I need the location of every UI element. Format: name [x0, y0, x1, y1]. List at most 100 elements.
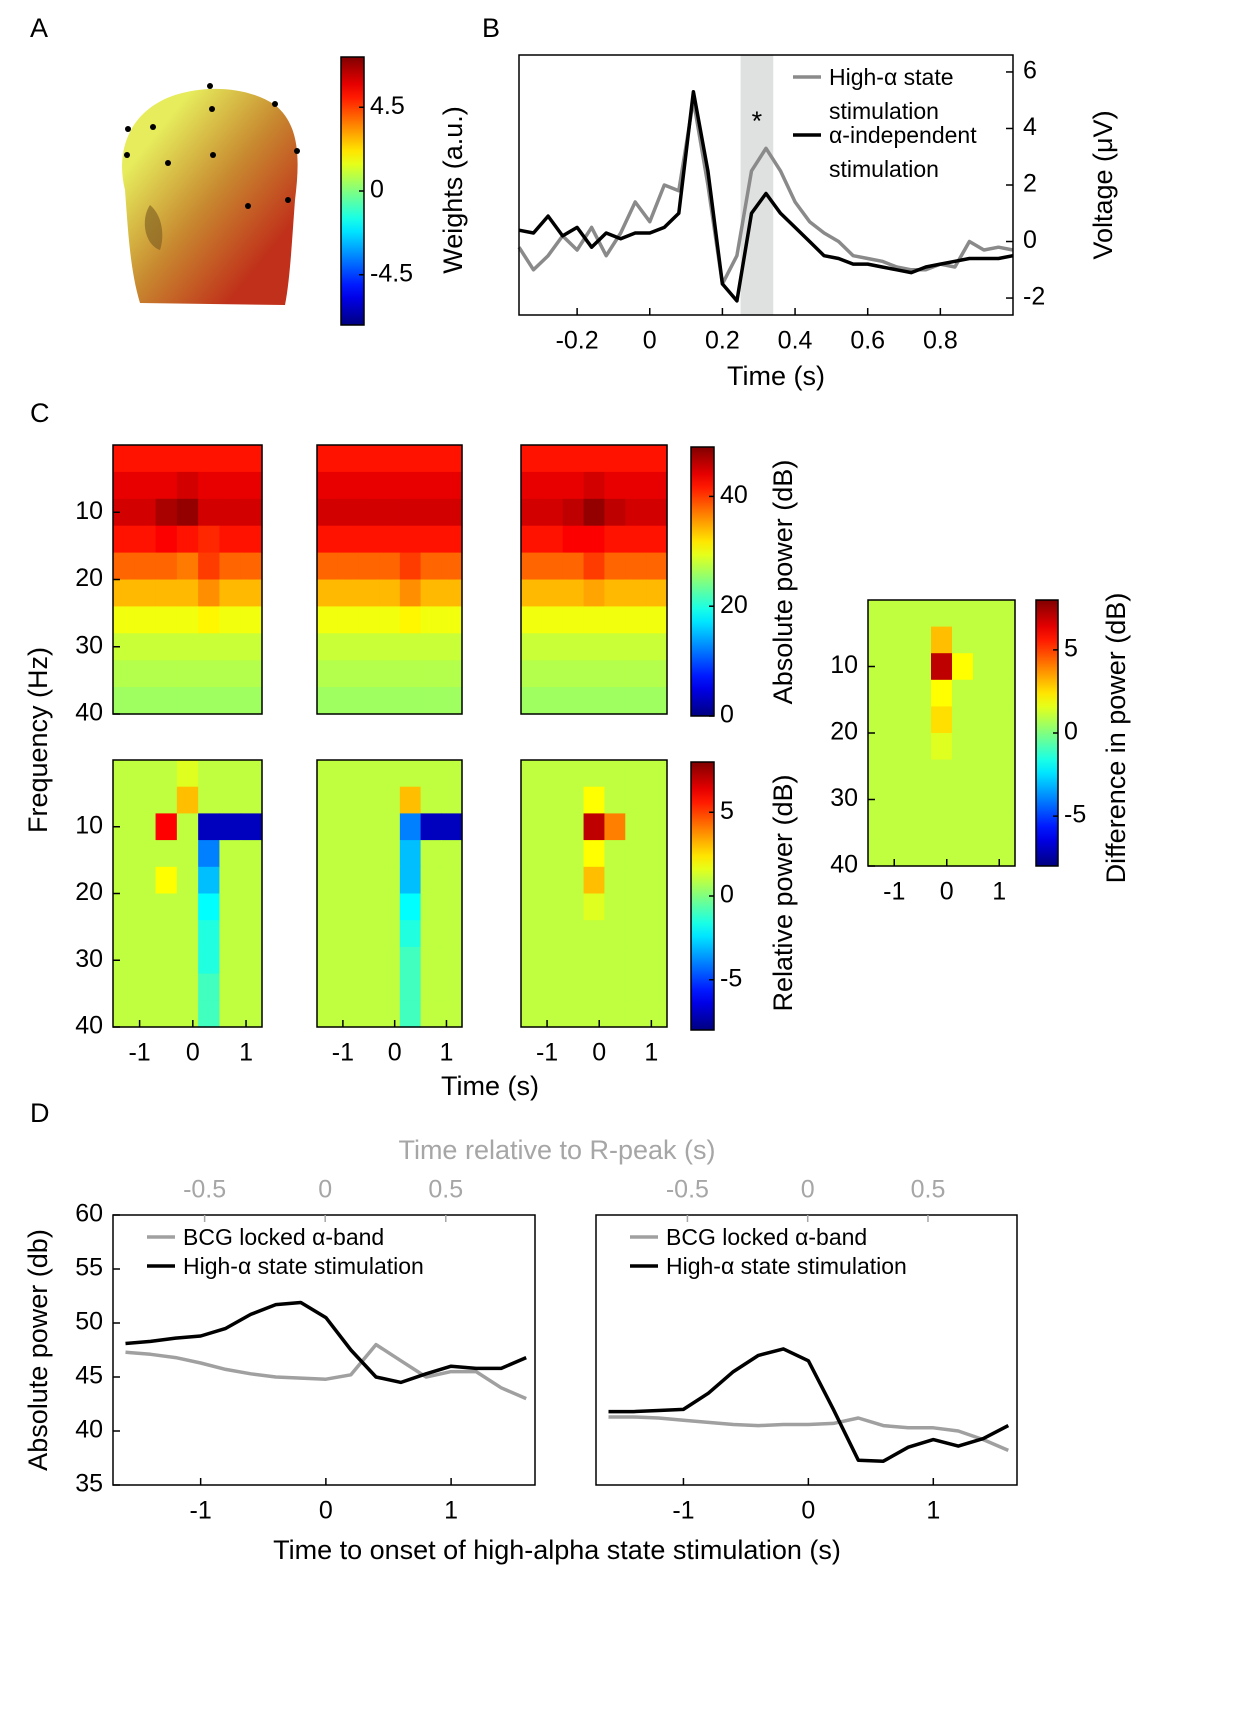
- heatmap-cell: [317, 973, 339, 1001]
- heatmap-cell: [604, 973, 626, 1001]
- heatmap-cell: [420, 552, 442, 581]
- heatmap-cell: [973, 786, 995, 814]
- heatmap-cell: [868, 812, 890, 840]
- x-tick-label: 0.4: [778, 327, 813, 355]
- heatmap-cell: [358, 893, 380, 921]
- heatmap-cell: [420, 633, 442, 661]
- heatmap-cell: [176, 687, 199, 715]
- heatmap-cell: [358, 687, 380, 715]
- plot-frame: [595, 1214, 1018, 1486]
- heatmap-cell: [317, 1000, 339, 1028]
- heatmap-cell: [317, 946, 339, 975]
- heatmap-cell: [399, 525, 422, 554]
- heatmap-cell: [379, 920, 401, 948]
- heatmap-cell: [379, 525, 401, 554]
- electrode: [125, 126, 131, 132]
- colorbar-tick-label: 0: [720, 881, 734, 909]
- x2-tick-label: 0.5: [428, 1176, 463, 1204]
- heatmap-cell: [198, 579, 221, 607]
- legend-entry: BCG locked α-band: [666, 1224, 867, 1250]
- heatmap-cell: [379, 660, 401, 688]
- y-tick-label: 0: [1023, 226, 1037, 254]
- heatmap-cell: [176, 498, 199, 527]
- y-tick-label: 2: [1023, 170, 1037, 198]
- heatmap-cell: [358, 920, 380, 948]
- heatmap-cell: [562, 813, 585, 841]
- heatmap-cell: [420, 920, 442, 948]
- heatmap-cell: [604, 1000, 626, 1028]
- heatmap-cell: [337, 786, 360, 814]
- heatmap-cell: [219, 525, 242, 554]
- heatmap-cell: [562, 973, 585, 1001]
- heatmap-cell: [441, 813, 463, 841]
- heatmap-cell: [931, 786, 953, 814]
- heatmap-cell: [337, 660, 360, 688]
- heatmap-cell: [155, 471, 178, 500]
- heatmap-cell: [155, 552, 178, 581]
- heatmap-cell: [441, 606, 463, 634]
- heatmap-cell: [973, 733, 995, 761]
- heatmap-cell: [868, 706, 890, 734]
- heatmap-cell: [113, 579, 135, 607]
- annotation: *: [752, 106, 763, 136]
- heatmap-cell: [889, 759, 911, 787]
- heatmap-cell: [625, 687, 647, 715]
- head-surface: [122, 88, 298, 306]
- heatmap-cell: [910, 653, 932, 681]
- y-axis-label: Frequency (Hz): [23, 647, 53, 833]
- heatmap-cell: [113, 813, 135, 841]
- heatmap-cell: [219, 973, 242, 1001]
- heatmap-cell: [420, 786, 442, 814]
- heatmap-cell: [240, 920, 263, 948]
- heatmap-cell: [604, 660, 626, 688]
- heatmap-cell: [240, 1000, 263, 1028]
- y-tick-label: 55: [75, 1254, 103, 1282]
- heatmap-cell: [562, 579, 585, 607]
- electrode: [124, 152, 130, 158]
- plot-frame: [520, 759, 668, 1028]
- heatmap-cell: [562, 760, 585, 788]
- electrode: [285, 197, 291, 203]
- heatmap-cell: [155, 840, 178, 868]
- heatmap-cell: [994, 653, 1016, 681]
- heatmap-cell: [541, 840, 564, 868]
- heatmap-cell: [337, 893, 360, 921]
- heatmap-cell: [441, 687, 463, 715]
- heatmap-cell: [134, 786, 157, 814]
- y-tick-label: 45: [75, 1362, 103, 1390]
- series-line: [125, 1300, 527, 1385]
- heatmap-cell: [441, 1000, 463, 1028]
- heatmap-cell: [583, 633, 606, 661]
- heatmap-cell: [441, 633, 463, 661]
- heatmap-cell: [868, 839, 890, 867]
- plot-frame: [316, 759, 463, 1028]
- heatmap-cell: [646, 973, 668, 1001]
- heatmap-cell: [134, 920, 157, 948]
- heatmap-cell: [317, 840, 339, 868]
- heatmap-cell: [625, 813, 647, 841]
- heatmap-cell: [541, 866, 564, 895]
- y-tick-label: 10: [75, 811, 103, 839]
- heatmap-cell: [379, 498, 401, 527]
- heatmap-cell: [113, 687, 135, 715]
- heatmap-cell: [521, 840, 543, 868]
- heatmap-cell: [176, 893, 199, 921]
- heatmap-cell: [868, 679, 890, 707]
- heatmap-cell: [420, 606, 442, 634]
- heatmap-cell: [337, 471, 360, 500]
- heatmap-cell: [379, 687, 401, 715]
- heatmap-cell: [219, 1000, 242, 1028]
- heatmap-cell: [113, 840, 135, 868]
- heatmap-cell: [604, 606, 626, 634]
- heatmap-cell: [317, 579, 339, 607]
- heatmap-cell: [952, 786, 974, 814]
- heatmap-cell: [358, 760, 380, 788]
- heatmap-cell: [399, 1000, 422, 1028]
- y-tick-label: 30: [75, 945, 103, 973]
- heatmap-cell: [113, 893, 135, 921]
- heatmap-cell: [317, 498, 339, 527]
- heatmap-cell: [562, 946, 585, 975]
- heatmap-cell: [625, 893, 647, 921]
- heatmap-cell: [337, 525, 360, 554]
- y-tick-label: 35: [75, 1470, 103, 1498]
